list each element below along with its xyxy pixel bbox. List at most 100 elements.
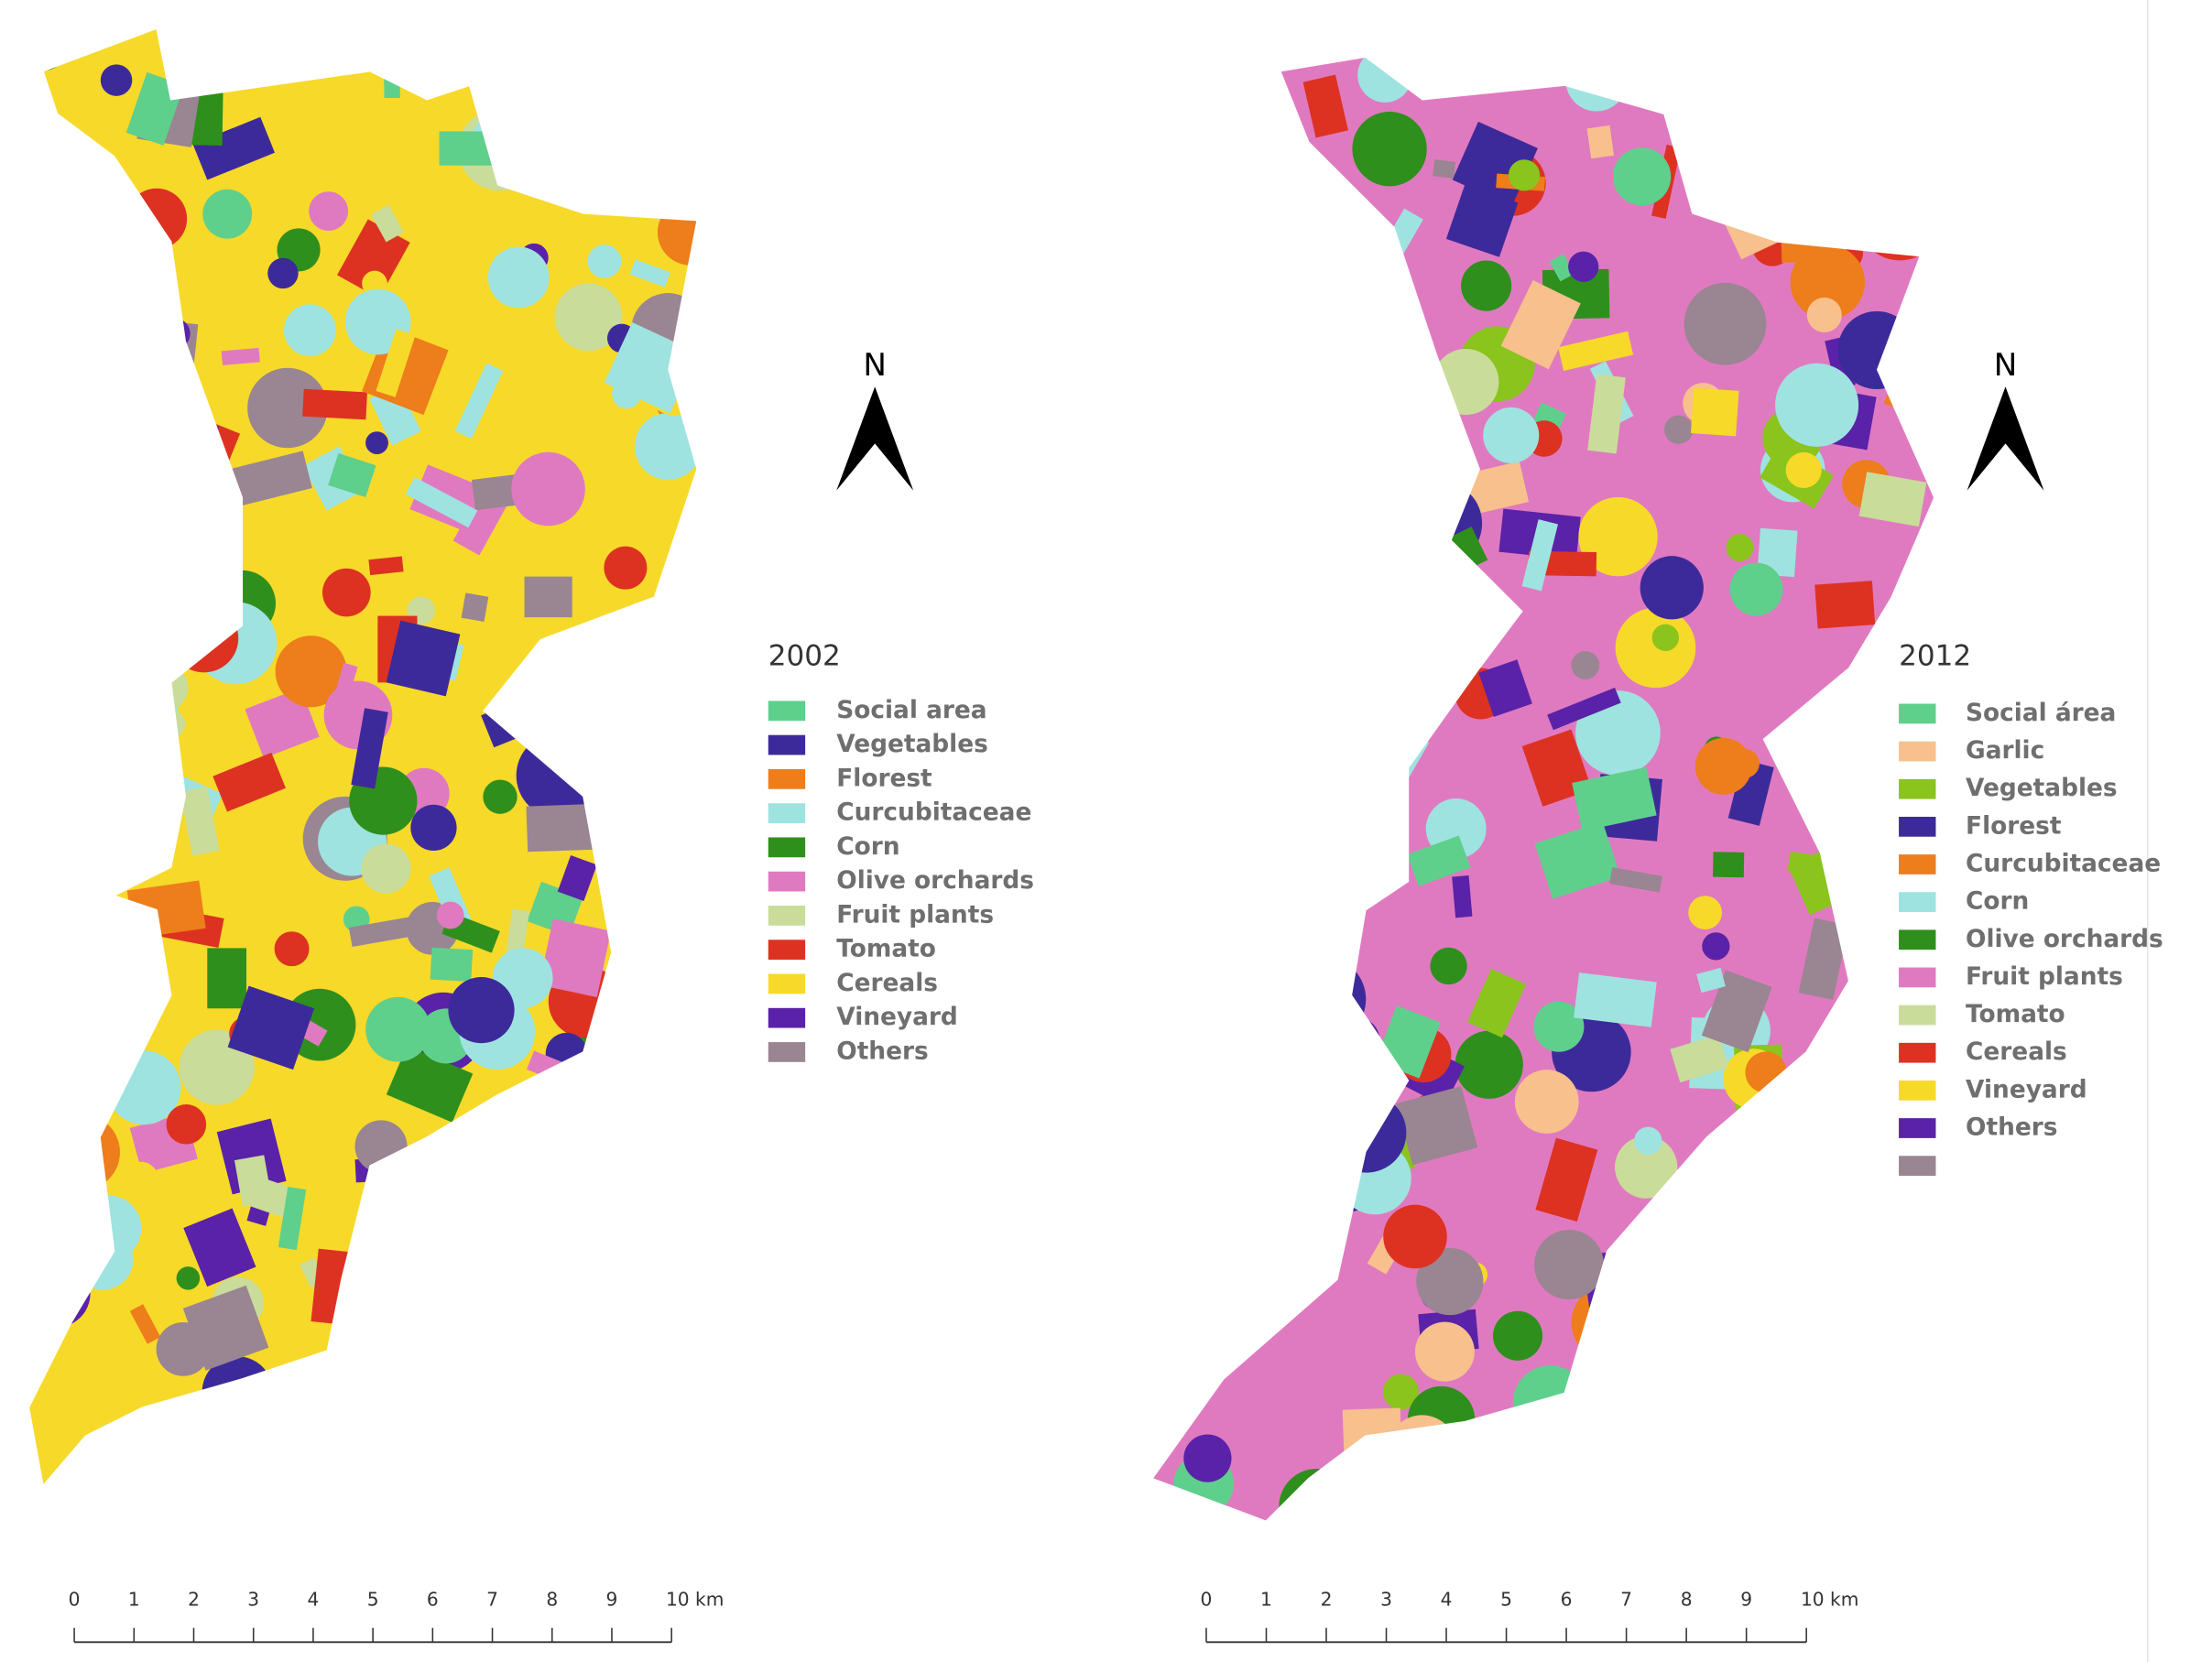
parcel <box>471 1236 535 1300</box>
parcel <box>450 1342 496 1388</box>
parcel <box>1280 1037 1350 1087</box>
parcel <box>1798 1144 1844 1185</box>
parcel <box>1279 1468 1356 1522</box>
parcel <box>1492 1310 1543 1361</box>
parcel <box>1549 254 1575 282</box>
parcel <box>1302 693 1344 755</box>
parcel <box>1512 1365 1588 1440</box>
parcel <box>28 719 66 740</box>
parcel <box>331 662 358 712</box>
parcel <box>126 880 206 939</box>
parcel <box>1269 289 1295 315</box>
parcel <box>1231 405 1292 466</box>
parcel <box>638 1072 694 1122</box>
parcel <box>530 1160 575 1189</box>
parcel <box>593 728 619 755</box>
parcel <box>1302 74 1348 138</box>
parcel <box>1757 527 1798 578</box>
parcel <box>1649 1254 1734 1343</box>
parcel <box>169 603 239 673</box>
parcel <box>1806 297 1842 332</box>
parcel <box>1836 1475 1885 1522</box>
parcel <box>1821 1374 1882 1403</box>
legend-label: Others <box>836 1037 928 1065</box>
parcel <box>1572 766 1657 831</box>
parcel <box>448 977 515 1044</box>
parcel <box>665 166 698 220</box>
parcel <box>1328 218 1402 293</box>
legend-label: Tomato <box>836 936 936 963</box>
parcel <box>104 977 166 1039</box>
parcel <box>1429 1428 1509 1486</box>
parcel <box>60 1023 100 1053</box>
legend-swatch <box>768 940 806 961</box>
parcel <box>1296 506 1376 586</box>
legend-swatch <box>1899 703 1936 724</box>
parcel <box>1651 624 1680 652</box>
parcel <box>1161 1164 1231 1221</box>
parcel <box>592 135 622 179</box>
parcel <box>1301 921 1331 952</box>
parcel <box>156 1321 211 1376</box>
parcel <box>81 763 117 799</box>
parcel <box>166 1104 207 1145</box>
parcel <box>1334 1017 1380 1064</box>
legend-label: Corn <box>836 833 899 861</box>
parcel <box>1640 556 1704 620</box>
parcel <box>1352 111 1427 187</box>
parcel <box>98 703 163 743</box>
parcel <box>670 109 698 158</box>
parcel <box>1342 1407 1403 1476</box>
parcel <box>34 1112 54 1157</box>
parcel <box>550 1320 580 1363</box>
parcel <box>511 451 585 527</box>
parcel <box>554 283 623 352</box>
parcel <box>227 451 312 507</box>
parcel <box>1558 331 1634 371</box>
parcel <box>1151 542 1199 608</box>
parcel <box>604 546 648 590</box>
parcel <box>1407 835 1471 886</box>
parcel <box>1771 116 1825 169</box>
parcel <box>1867 88 1924 168</box>
parcel <box>1195 158 1279 242</box>
parcel <box>459 1129 502 1201</box>
parcel <box>1565 57 1628 112</box>
parcel <box>1729 562 1783 616</box>
scale-label: 5 <box>367 1589 379 1611</box>
parcel <box>143 248 167 270</box>
parcel <box>1467 968 1527 1038</box>
parcel <box>314 1384 390 1460</box>
parcel <box>369 384 421 446</box>
parcel <box>1701 970 1772 1053</box>
parcel <box>1214 964 1266 1016</box>
parcel <box>129 1304 161 1344</box>
parcel <box>48 850 109 911</box>
parcel <box>1793 1236 1826 1269</box>
parcel <box>1363 401 1422 460</box>
parcel <box>526 804 595 853</box>
parcel <box>1313 1062 1362 1112</box>
parcel <box>623 119 659 155</box>
parcel <box>1514 1070 1579 1134</box>
parcel <box>593 1072 659 1146</box>
parcel <box>44 1113 120 1190</box>
legend-label: Vegetables <box>1966 775 2118 802</box>
parcel <box>1173 313 1212 352</box>
parcel <box>336 219 410 299</box>
legend-swatch <box>1899 1042 1936 1063</box>
legend-label: Olive orchards <box>836 867 1034 895</box>
legend-label: Florest <box>836 765 932 792</box>
legend-swatch <box>768 734 806 755</box>
parcel <box>180 28 236 81</box>
parcel <box>1445 184 1519 257</box>
parcel <box>1397 1503 1443 1522</box>
parcel <box>626 715 654 744</box>
parcel <box>212 752 286 812</box>
parcel <box>203 1170 233 1200</box>
parcel <box>1497 1416 1584 1486</box>
parcel <box>1813 1283 1846 1327</box>
scale-label: 8 <box>546 1589 558 1611</box>
parcel <box>1207 405 1275 473</box>
legend-label: Vineyard <box>1966 1076 2087 1103</box>
